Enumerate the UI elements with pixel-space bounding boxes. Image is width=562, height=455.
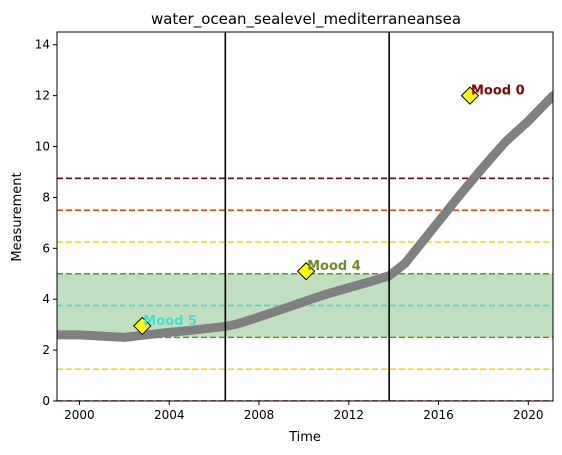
axes: 2000 2004 2008 2012 2016 2020 0 2 4 6 8 10 12 14 <box>35 38 544 422</box>
x-tick-label-3: 2012 <box>333 408 364 422</box>
x-tick-label-5: 2020 <box>513 408 544 422</box>
annotation-label-2: Mood 5 <box>143 314 197 329</box>
y-tick-label-0: 0 <box>42 394 50 408</box>
y-tick-label-1: 2 <box>42 343 50 357</box>
y-axis-label: Measurement <box>10 172 25 261</box>
y-tick-label-7: 14 <box>35 38 50 52</box>
plot-area: Mood 0 Mood 4 Mood 5 <box>57 32 553 401</box>
y-tick-label-6: 12 <box>35 89 50 103</box>
x-tick-label-2: 2008 <box>244 408 275 422</box>
annotation-marker-2 <box>133 316 152 336</box>
y-tick-label-3: 6 <box>42 241 50 255</box>
x-tick-label-1: 2004 <box>154 408 185 422</box>
y-tick-label-5: 10 <box>35 140 50 154</box>
y-tick-label-2: 4 <box>42 292 50 306</box>
annotation-marker-0 <box>460 86 480 105</box>
annotation-label-1: Mood 4 <box>307 259 361 274</box>
plot-frame <box>56 31 554 402</box>
x-tick-label-4: 2016 <box>423 408 454 422</box>
series-line-0 <box>57 91 553 342</box>
annotation-marker-1 <box>296 262 316 281</box>
y-tick-label-4: 8 <box>42 190 50 204</box>
annotation-label-0: Mood 0 <box>471 84 525 99</box>
x-axis-label: Time <box>288 430 321 445</box>
chart-title: water_ocean_sealevel_mediterraneansea <box>151 10 461 29</box>
x-tick-label-0: 2000 <box>64 408 95 422</box>
